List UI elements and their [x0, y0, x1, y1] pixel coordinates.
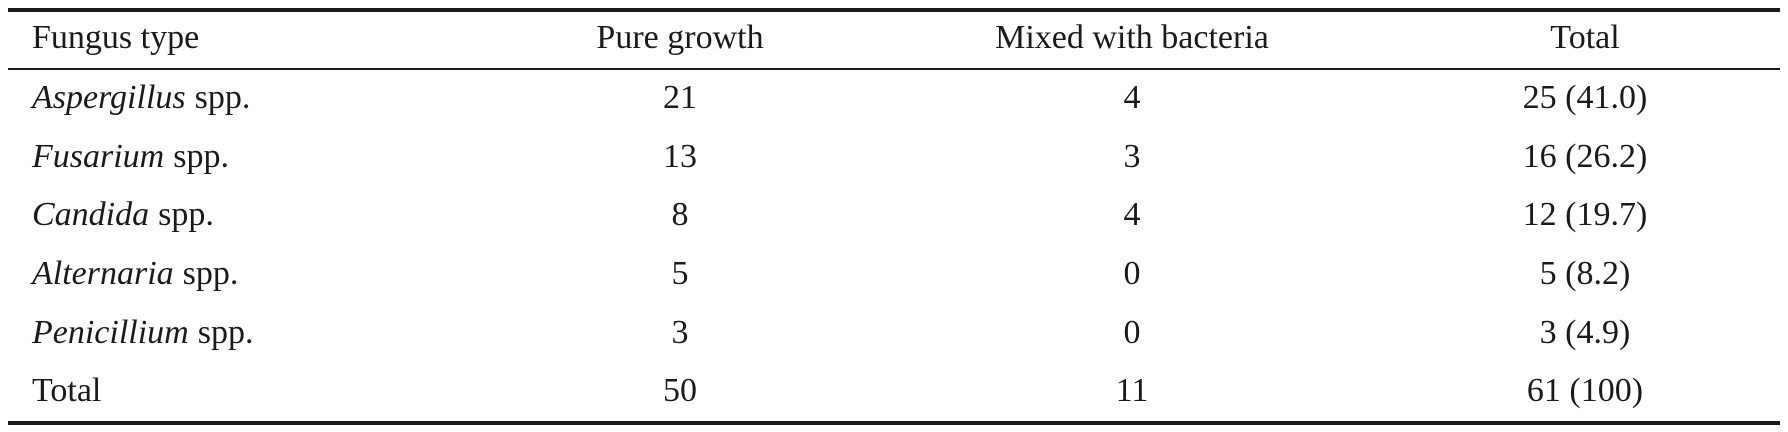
header-cell: Mixed with bacteria [995, 19, 1269, 56]
genus-name: Fusarium [31, 138, 164, 175]
table-cell: 11 [1116, 372, 1149, 409]
table-cell: 0 [1124, 255, 1141, 292]
genus-cell: Aspergillus spp. [30, 79, 250, 116]
table-cell: 25 (41.0) [1523, 79, 1648, 116]
genus-suffix: spp. [195, 79, 251, 116]
table-cell: 3 (4.9) [1540, 314, 1631, 351]
genus-cell: Penicillium spp. [31, 314, 253, 351]
genus-name: Candida [32, 196, 149, 233]
genus-suffix: spp. [158, 196, 214, 233]
header-cell: Fungus type [32, 19, 199, 56]
table-cell: 3 [1124, 138, 1141, 175]
genus-suffix: spp. [173, 138, 229, 175]
table-cell: 21 [663, 79, 697, 116]
table-cell: 5 [672, 255, 689, 292]
header-cell: Total [1550, 19, 1619, 56]
table-cell: 16 (26.2) [1523, 138, 1648, 175]
table-cell: 8 [672, 196, 689, 233]
genus-suffix: spp. [198, 314, 254, 351]
table-cell: 4 [1124, 196, 1141, 233]
genus-name: Alternaria [30, 255, 174, 292]
genus-name: Aspergillus [30, 79, 186, 116]
table-cell: 50 [663, 372, 697, 409]
table-cell: 13 [663, 138, 697, 175]
genus-cell: Candida spp. [32, 196, 214, 233]
genus-cell: Alternaria spp. [30, 255, 238, 292]
table-cell: Total [32, 372, 101, 409]
table-cell: 3 [672, 314, 689, 351]
table-cell: 4 [1124, 79, 1141, 116]
genus-name: Penicillium [31, 314, 189, 351]
genus-suffix: spp. [183, 255, 239, 292]
table-cell: 12 (19.7) [1523, 196, 1648, 233]
table-cell: 0 [1124, 314, 1141, 351]
genus-cell: Fusarium spp. [31, 138, 229, 175]
header-cell: Pure growth [596, 19, 763, 56]
table-cell: 5 (8.2) [1540, 255, 1631, 292]
table-cell: 61 (100) [1527, 372, 1643, 409]
